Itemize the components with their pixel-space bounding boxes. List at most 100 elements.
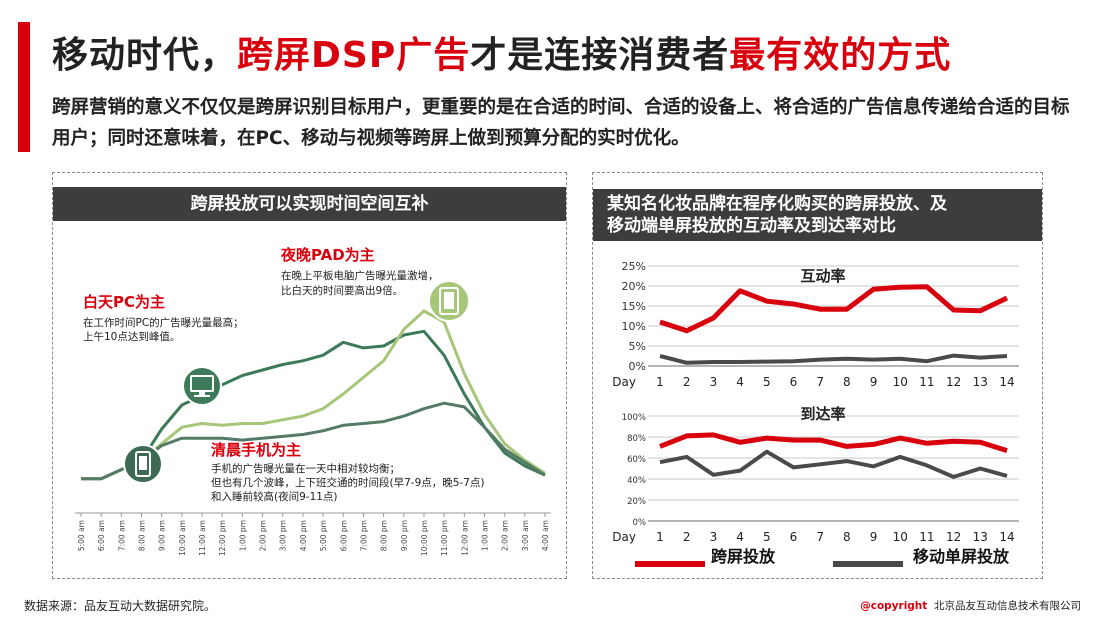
y-tick-label: 0%	[629, 360, 646, 373]
x-axis-label: Day	[612, 375, 636, 389]
intro-paragraph: 跨屏营销的意义不仅仅是跨屏识别目标用户，更重要的是在合适的时间、合适的设备上、将…	[52, 97, 1070, 149]
legend-label-cross-screen: 跨屏投放	[711, 547, 776, 566]
x-tick-label: 8	[843, 530, 851, 544]
x-tick-label: 12:00 pm	[218, 520, 227, 556]
y-tick-label: 60%	[627, 455, 646, 465]
monitor-icon	[182, 366, 222, 406]
y-tick-label: 20%	[627, 497, 646, 507]
x-tick-label: 3	[710, 375, 718, 389]
x-axis-label: Day	[612, 530, 636, 544]
tablet-icon	[428, 280, 470, 322]
x-tick-label: 2:00 am	[501, 520, 510, 551]
x-tick-label: 7:00 am	[117, 520, 126, 551]
x-tick-label: 10	[893, 530, 908, 544]
chart-title: 互动率	[800, 267, 845, 285]
x-tick-label: 10	[893, 375, 908, 389]
x-tick-label: 6	[790, 375, 798, 389]
pc-annotation-line-2: 上午10点达到峰值。	[83, 330, 180, 343]
y-tick-label: 80%	[627, 434, 646, 444]
x-tick-label: 5:00 am	[77, 520, 86, 551]
pad-annotation-line-1: 在晚上平板电脑广告曝光量激增，	[281, 269, 439, 282]
x-tick-label: 2	[683, 530, 691, 544]
x-tick-label: 3	[710, 530, 718, 544]
x-tick-label: 8:00 am	[138, 520, 147, 551]
x-tick-label: 4	[736, 530, 744, 544]
x-tick-label: 10:00 pm	[420, 520, 429, 556]
title-part-1: 移动时代，	[52, 35, 238, 76]
copyright-mark: @copyright	[860, 600, 928, 612]
x-tick-label: 2:00 pm	[259, 520, 268, 551]
x-tick-label: 6:00 pm	[339, 520, 348, 551]
daily-exposure-chart: 5:00 am 6:00 am 7:00 am 8:00 am 9:00 am 10:00…	[75, 246, 551, 556]
phone-annotation-line-2: 但也有几个波峰，上下班交通的时间段(早7-9点，晚5-7点)	[211, 476, 485, 489]
x-tick-label: 11:00 pm	[440, 520, 449, 556]
x-tick-label: 14	[999, 530, 1014, 544]
x-tick-label: 4:00 pm	[299, 520, 308, 551]
x-tick-label: 9	[870, 530, 878, 544]
x-tick-label: 8	[843, 375, 851, 389]
y-tick-label: 100%	[622, 413, 646, 423]
x-tick-label: 12	[946, 375, 961, 389]
comparison-charts: 0%5%10%15%20%25%Day 1 2 3 4 5 6 7 8 9 10 11 12 13 14互动…	[612, 260, 1019, 567]
y-tick-label: 5%	[629, 340, 646, 353]
y-tick-label: 10%	[622, 320, 646, 333]
x-tick-label: 8:00 pm	[380, 520, 389, 551]
x-tick-label: 10:00 am	[178, 520, 187, 556]
x-tick-label: 1:00 pm	[238, 520, 247, 551]
y-tick-label: 15%	[622, 300, 646, 313]
cross-screen-line	[659, 284, 1009, 334]
phone-icon	[123, 444, 163, 484]
x-tick-label: 11	[919, 530, 934, 544]
page-title: 移动时代，跨屏DSP广告才是连接消费者最有效的方式	[52, 26, 951, 78]
legend-label-mobile-only: 移动单屏投放	[913, 547, 1010, 566]
left-panel-header: 跨屏投放可以实现时间空间互补	[53, 187, 566, 221]
company-name: 北京品友互动信息技术有限公司	[934, 600, 1081, 612]
x-tick-label: 7:00 pm	[359, 520, 368, 551]
x-tick-label: 9:00 am	[158, 520, 167, 551]
x-tick-label: 1	[656, 530, 664, 544]
x-tick-label: 12:00 am	[460, 520, 469, 556]
title-accent-bar	[18, 22, 30, 152]
x-tick-label: 4	[736, 375, 744, 389]
x-tick-label: 3:00 am	[521, 520, 530, 551]
right-panel-header-line-2: 移动端单屏投放的互动率及到达率对比	[607, 216, 896, 236]
y-tick-label: 25%	[622, 260, 646, 273]
mobile-only-line	[659, 353, 1008, 365]
x-tick-label: 12	[946, 530, 961, 544]
x-tick-label: 6:00 am	[97, 520, 106, 551]
x-tick-label: 13	[973, 530, 988, 544]
pc-exposure-line	[81, 329, 546, 481]
x-tick-label: 9:00 pm	[400, 520, 409, 551]
title-part-4: 最有效的方式	[729, 35, 952, 76]
x-tick-label: 14	[999, 375, 1014, 389]
x-tick-label: 6	[790, 530, 798, 544]
title-part-3: 才是连接消费者	[470, 35, 730, 76]
data-source-note: 数据来源：品友互动大数据研究院。	[24, 599, 217, 613]
y-tick-label: 20%	[622, 280, 646, 293]
x-tick-label: 5	[763, 375, 771, 389]
right-panel-header-line-1: 某知名化妆品牌在程序化购买的跨屏投放、及	[607, 194, 947, 214]
x-tick-label: 1	[656, 375, 664, 389]
x-tick-label: 3:00 pm	[279, 520, 288, 551]
right-panel-header: 某知名化妆品牌在程序化购买的跨屏投放、及 移动端单屏投放的互动率及到达率对比	[593, 189, 1042, 241]
left-chart-panel: 跨屏投放可以实现时间空间互补 5:00 am 6:00 am 7:00 am 8:00…	[52, 172, 567, 579]
phone-annotation-line-1: 手机的广告曝光量在一天中相对较均衡；	[211, 462, 400, 475]
mobile-exposure-line	[81, 401, 546, 481]
x-tick-label: 1:00 am	[480, 520, 489, 551]
pad-annotation-line-2: 比白天的时间要高出9倍。	[281, 284, 403, 297]
mobile-only-line	[659, 449, 1008, 479]
pad-annotation-title: 夜晚PAD为主	[280, 246, 375, 264]
title-part-2: 跨屏DSP广告	[237, 35, 471, 76]
cross-screen-line	[659, 432, 1008, 453]
x-tick-label: 7	[816, 530, 824, 544]
x-tick-label: 2	[683, 375, 691, 389]
copyright-notice: @copyright 北京品友互动信息技术有限公司	[860, 598, 1081, 613]
x-tick-label: 5:00 pm	[319, 520, 328, 551]
x-tick-label: 9	[870, 375, 878, 389]
right-chart-panel: 某知名化妆品牌在程序化购买的跨屏投放、及 移动端单屏投放的互动率及到达率对比 0…	[592, 172, 1043, 579]
pc-annotation-line-1: 在工作时间PC的广告曝光量最高；	[83, 316, 244, 329]
x-tick-label: 13	[973, 375, 988, 389]
phone-annotation-line-3: 和入睡前较高(夜间9-11点)	[211, 490, 338, 503]
y-tick-label: 0%	[633, 518, 647, 528]
phone-annotation-title: 清晨手机为主	[211, 441, 301, 459]
